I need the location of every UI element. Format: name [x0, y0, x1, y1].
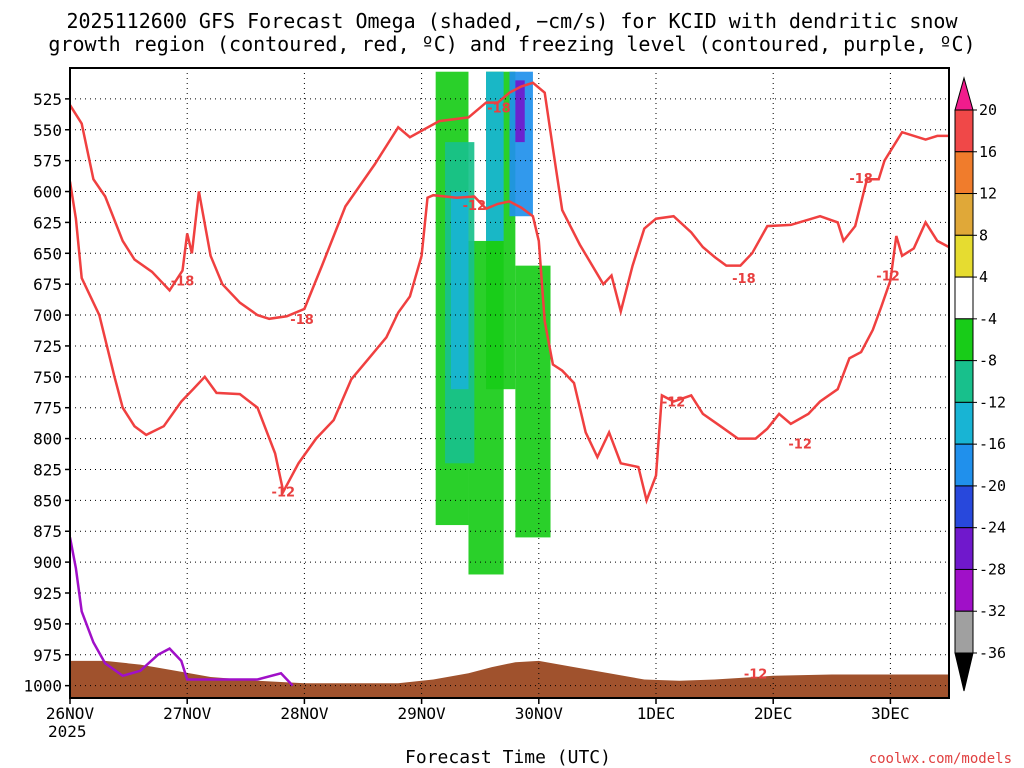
contour-label: -12	[662, 396, 686, 411]
y-tick-label: 575	[33, 152, 62, 171]
omega-shading-layer	[161, 71, 635, 581]
terrain-layer	[70, 660, 949, 698]
colorbar-label: -16	[979, 435, 1006, 453]
colorbar-swatch	[954, 193, 974, 236]
freezing-level-contour	[70, 537, 294, 687]
colorbar-swatch	[954, 151, 974, 195]
x-tick-label: 26NOV	[46, 704, 95, 723]
x-tick-label: 3DEC	[871, 704, 910, 723]
colorbar-swatch	[954, 568, 974, 612]
colorbar-label: 4	[979, 268, 988, 286]
colorbar-label: -8	[979, 352, 997, 370]
dgz-top-contour	[70, 81, 949, 321]
contour-label: -12	[788, 438, 812, 453]
y-tick-label: 600	[33, 183, 62, 202]
omega-shade-13	[450, 191, 469, 390]
y-tick-label: 850	[33, 491, 62, 510]
y-tick-label: 675	[33, 275, 62, 294]
colorbar-bottom-arrow	[954, 652, 974, 692]
dgz-bottom-contour	[70, 181, 949, 505]
y-tick-label: 525	[33, 90, 62, 109]
omega-shade-4	[365, 71, 373, 167]
y-tick-label: 750	[33, 368, 62, 387]
colorbar-swatch	[954, 527, 974, 570]
colorbar-label: -4	[979, 310, 997, 328]
colorbar-top-arrow	[954, 76, 974, 111]
colorbar-swatch	[954, 401, 974, 445]
credit-label: coolwx.com/models	[869, 751, 1012, 767]
y-tick-label: 900	[33, 553, 62, 572]
y-tick-label: 625	[33, 213, 62, 232]
y-tick-label: 700	[33, 306, 62, 325]
contour-label: -18	[171, 274, 195, 289]
colorbar-label: 12	[979, 185, 997, 203]
contour-label: -12	[463, 199, 487, 214]
colorbar-label: 20	[979, 101, 997, 119]
omega-shade-15	[515, 80, 525, 143]
x-year-label: 2025	[48, 722, 87, 741]
chart-title-line1: 2025112600 GFS Forecast Omega (shaded, −…	[66, 9, 958, 33]
x-axis: 26NOV 27NOV 28NOV 29NOV 30NOV 1DEC 2DEC 3DEC	[46, 698, 910, 723]
contour-label: -12	[272, 486, 296, 501]
colorbar-label: -24	[979, 519, 1006, 537]
x-tick-label: 28NOV	[280, 704, 329, 723]
colorbar-label: 8	[979, 226, 988, 244]
colorbar-swatch	[954, 443, 974, 487]
y-tick-label: 725	[33, 337, 62, 356]
y-tick-label: 650	[33, 244, 62, 263]
colorbar-label: -12	[979, 393, 1006, 411]
colorbar-swatch	[954, 276, 974, 320]
contour-label: -18	[849, 172, 873, 187]
colorbar-swatch	[954, 318, 974, 362]
y-axis: 525 550 575 600 625 650 675 700 725 750 775 800 825 8…	[23, 90, 70, 696]
colorbar-swatch	[954, 109, 974, 153]
colorbar-label: -28	[979, 560, 1006, 578]
plot-frame	[69, 67, 950, 699]
contour-label: -18	[732, 272, 756, 287]
omega-shade-1	[161, 216, 178, 581]
colorbar-swatch	[954, 485, 974, 529]
y-tick-label: 975	[33, 646, 62, 665]
x-tick-label: 2DEC	[754, 704, 793, 723]
omega-shade-3	[327, 191, 338, 513]
y-tick-label: 875	[33, 522, 62, 541]
contour-label: -18	[290, 313, 314, 328]
y-tick-label: 800	[33, 430, 62, 449]
y-tick-label: 775	[33, 399, 62, 418]
contour-label: -18	[487, 102, 511, 117]
y-tick-label: 925	[33, 584, 62, 603]
contour-label: -12	[744, 667, 768, 682]
colorbar-label: -36	[979, 644, 1006, 662]
contour-label: -12	[876, 270, 900, 285]
omega-shade-10	[515, 265, 551, 538]
x-tick-label: 29NOV	[398, 704, 447, 723]
y-tick-label: 550	[33, 121, 62, 140]
omega-shade-2	[193, 71, 202, 489]
colorbar-label: -20	[979, 477, 1006, 495]
colorbar-swatch	[954, 360, 974, 403]
y-tick-label: 825	[33, 460, 62, 479]
colorbar-label: 16	[979, 143, 997, 161]
omega-shade-0	[162, 71, 176, 217]
y-tick-label: 1000	[23, 677, 62, 696]
colorbar: 20 16 12 8 4 -4 -8 -12 -16 -20 -24 -28 -32 -36	[954, 76, 1006, 692]
x-tick-label: 27NOV	[163, 704, 212, 723]
terrain-fill	[70, 660, 949, 698]
colorbar-swatch	[954, 234, 974, 278]
colorbar-swatch	[954, 610, 974, 654]
colorbar-label: -32	[979, 602, 1006, 620]
x-tick-label: 1DEC	[637, 704, 676, 723]
omega-shade-12	[486, 71, 504, 241]
y-tick-label: 950	[33, 615, 62, 634]
x-axis-title: Forecast Time (UTC)	[405, 747, 611, 768]
contour-label-layer: -18 -18 -12 -18 -12 -12 -18 -12 -18 -12 -12	[171, 102, 900, 683]
chart-title-line2: growth region (contoured, red, ºC) and f…	[48, 32, 975, 56]
contour-layer	[70, 81, 949, 687]
x-tick-label: 30NOV	[515, 704, 564, 723]
